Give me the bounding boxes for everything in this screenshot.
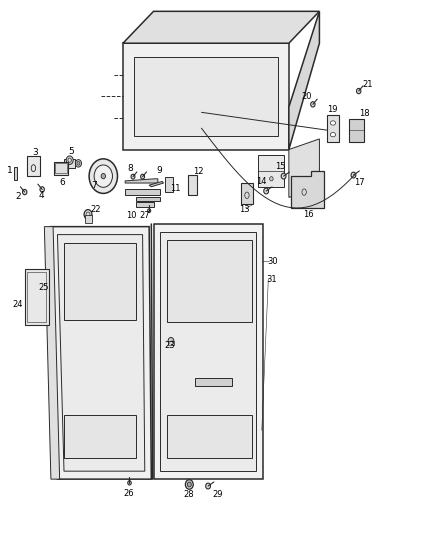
Ellipse shape (168, 337, 174, 344)
Polygon shape (136, 202, 153, 207)
Text: 16: 16 (303, 210, 314, 219)
Bar (165, 177, 173, 192)
Bar (55, 164, 67, 173)
Text: 19: 19 (327, 105, 338, 114)
Text: 22: 22 (91, 205, 101, 214)
Polygon shape (125, 189, 160, 195)
Text: 4: 4 (39, 191, 44, 200)
Ellipse shape (187, 482, 191, 487)
Polygon shape (134, 56, 278, 136)
Bar (168, 341, 174, 345)
Polygon shape (44, 227, 60, 479)
Ellipse shape (330, 133, 336, 137)
Bar (195, 378, 232, 386)
Ellipse shape (89, 159, 117, 193)
Polygon shape (149, 181, 163, 187)
Bar (241, 182, 253, 204)
Polygon shape (166, 240, 252, 322)
Polygon shape (57, 235, 145, 471)
Text: 8: 8 (127, 164, 133, 173)
Text: 13: 13 (239, 205, 250, 214)
Ellipse shape (264, 188, 268, 194)
Text: 11: 11 (170, 184, 180, 193)
Ellipse shape (40, 187, 44, 192)
Text: 27: 27 (139, 212, 150, 221)
Bar (54, 162, 68, 174)
Polygon shape (327, 115, 339, 142)
Polygon shape (64, 243, 136, 320)
Polygon shape (51, 227, 151, 479)
Polygon shape (289, 11, 319, 150)
Text: 29: 29 (212, 490, 223, 499)
Ellipse shape (66, 156, 73, 165)
Ellipse shape (270, 176, 273, 181)
Ellipse shape (206, 483, 211, 489)
Text: 20: 20 (301, 92, 311, 101)
Text: 28: 28 (183, 490, 194, 499)
Polygon shape (64, 415, 136, 458)
Ellipse shape (357, 88, 361, 94)
Polygon shape (258, 155, 285, 187)
Polygon shape (153, 224, 263, 479)
Text: 15: 15 (275, 162, 286, 171)
Text: 14: 14 (257, 177, 267, 186)
Text: 7: 7 (92, 181, 97, 190)
Bar (25, 269, 49, 325)
Polygon shape (160, 232, 256, 471)
Text: 2: 2 (15, 192, 21, 201)
Ellipse shape (185, 480, 193, 489)
Polygon shape (125, 179, 158, 183)
Text: 30: 30 (267, 257, 278, 265)
Bar (85, 215, 92, 223)
Ellipse shape (131, 174, 135, 179)
Text: 23: 23 (165, 341, 175, 350)
Ellipse shape (77, 161, 80, 165)
Ellipse shape (22, 189, 27, 195)
Ellipse shape (330, 121, 336, 125)
Ellipse shape (351, 172, 356, 178)
Polygon shape (123, 43, 289, 150)
Bar (64, 159, 75, 168)
Ellipse shape (84, 209, 92, 219)
Text: 24: 24 (12, 300, 22, 309)
Text: 17: 17 (354, 178, 365, 187)
Bar (27, 272, 46, 322)
Bar (14, 166, 17, 180)
Ellipse shape (148, 209, 151, 213)
Ellipse shape (75, 160, 81, 167)
Text: 26: 26 (124, 489, 134, 498)
Text: 21: 21 (362, 80, 373, 89)
Ellipse shape (311, 102, 315, 107)
Polygon shape (291, 171, 324, 208)
Text: 12: 12 (193, 167, 204, 176)
Ellipse shape (281, 173, 286, 179)
Text: 1: 1 (7, 166, 13, 175)
Text: 25: 25 (38, 283, 49, 292)
Polygon shape (136, 197, 160, 201)
Text: 10: 10 (127, 212, 137, 221)
Text: 9: 9 (156, 166, 162, 175)
Polygon shape (123, 11, 319, 43)
Ellipse shape (141, 174, 145, 179)
Text: 18: 18 (359, 109, 369, 118)
Ellipse shape (101, 173, 106, 179)
Bar (27, 156, 40, 176)
Polygon shape (289, 139, 319, 197)
Text: 5: 5 (69, 147, 74, 156)
Ellipse shape (128, 481, 131, 485)
Text: 3: 3 (32, 148, 38, 157)
Text: 6: 6 (59, 178, 65, 187)
Bar (188, 174, 197, 195)
Text: 31: 31 (266, 275, 277, 284)
Polygon shape (166, 415, 252, 458)
Polygon shape (349, 119, 364, 142)
Ellipse shape (94, 165, 113, 187)
